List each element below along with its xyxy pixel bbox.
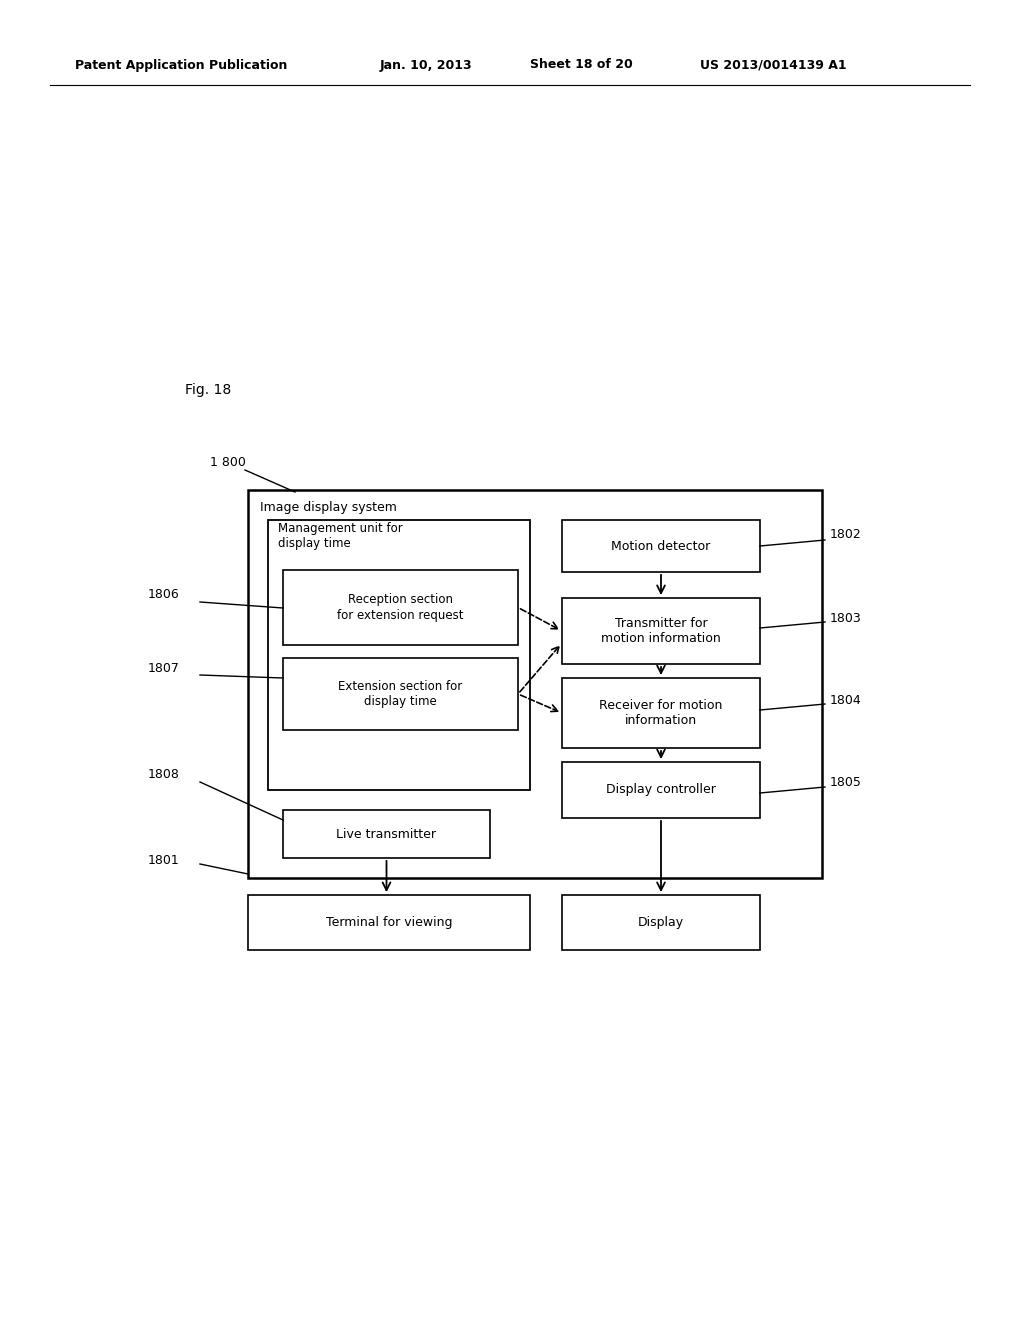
Text: Transmitter for
motion information: Transmitter for motion information [601, 616, 721, 645]
Text: US 2013/0014139 A1: US 2013/0014139 A1 [700, 58, 847, 71]
Text: Display: Display [638, 916, 684, 929]
Text: 1804: 1804 [830, 693, 862, 706]
Bar [562, 895, 760, 950]
Text: Fig. 18: Fig. 18 [185, 383, 231, 397]
Text: 1807: 1807 [148, 661, 180, 675]
Text: Jan. 10, 2013: Jan. 10, 2013 [380, 58, 473, 71]
Text: Receiver for motion
information: Receiver for motion information [599, 700, 723, 727]
Text: 1806: 1806 [148, 589, 180, 602]
Text: Display controller: Display controller [606, 784, 716, 796]
Text: Terminal for viewing: Terminal for viewing [326, 916, 453, 929]
Text: Extension section for
display time: Extension section for display time [338, 680, 463, 708]
Text: Management unit for
display time: Management unit for display time [278, 521, 402, 550]
Bar [283, 657, 518, 730]
Text: 1805: 1805 [830, 776, 862, 789]
Bar [562, 520, 760, 572]
Bar [562, 762, 760, 818]
Bar [248, 895, 530, 950]
Text: Patent Application Publication: Patent Application Publication [75, 58, 288, 71]
Text: Reception section
for extension request: Reception section for extension request [337, 594, 464, 622]
Text: Image display system: Image display system [260, 502, 397, 515]
Text: Motion detector: Motion detector [611, 540, 711, 553]
Text: 1808: 1808 [148, 768, 180, 781]
Text: 1803: 1803 [830, 611, 862, 624]
Text: Live transmitter: Live transmitter [337, 828, 436, 841]
Bar [283, 810, 490, 858]
Text: 1 800: 1 800 [210, 455, 246, 469]
Bar [268, 520, 530, 789]
Text: Sheet 18 of 20: Sheet 18 of 20 [530, 58, 633, 71]
Bar [562, 598, 760, 664]
Bar [248, 490, 822, 878]
Bar [283, 570, 518, 645]
Bar [562, 678, 760, 748]
Text: 1802: 1802 [830, 528, 862, 541]
Text: 1801: 1801 [148, 854, 180, 866]
